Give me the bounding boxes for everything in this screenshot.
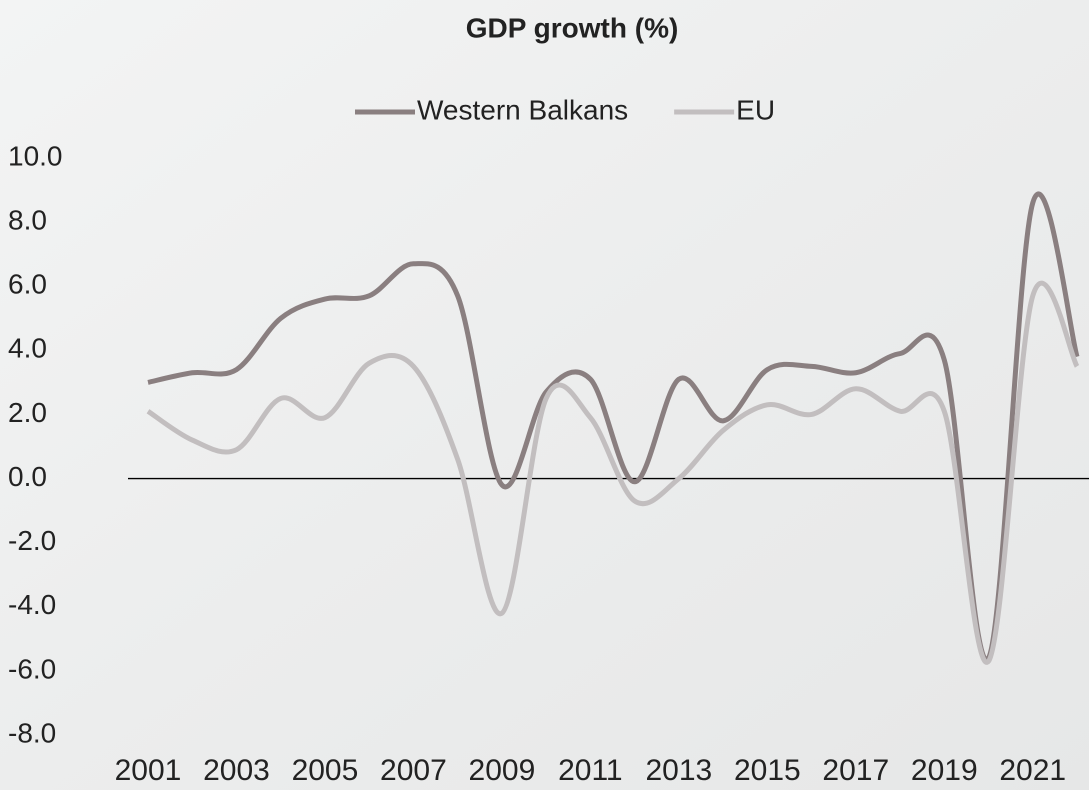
- x-tick-label: 2021: [999, 754, 1066, 787]
- y-tick-label: 0.0: [8, 461, 47, 492]
- x-tick-label: 2019: [911, 754, 978, 787]
- x-tick-label: 2017: [822, 754, 889, 787]
- x-tick-label: 2013: [645, 754, 712, 787]
- x-tick-label: 2009: [469, 754, 536, 787]
- chart-title: GDP growth (%): [466, 12, 679, 43]
- x-tick-label: 2001: [115, 754, 182, 787]
- x-tick-label: 2007: [380, 754, 447, 787]
- legend-label: Western Balkans: [417, 94, 628, 125]
- y-tick-label: 2.0: [8, 397, 47, 428]
- y-tick-label: 6.0: [8, 269, 47, 300]
- y-tick-label: -8.0: [8, 717, 56, 748]
- series-line: [146, 280, 1080, 665]
- y-tick-label: 4.0: [8, 333, 47, 364]
- y-tick-label: -6.0: [8, 653, 56, 684]
- x-tick-label: 2003: [203, 754, 270, 787]
- legend-label: EU: [736, 94, 775, 125]
- y-tick-label: -4.0: [8, 589, 56, 620]
- x-tick-label: 2005: [292, 754, 359, 787]
- y-tick-label: 8.0: [8, 205, 47, 236]
- y-tick-label: 10.0: [8, 140, 63, 171]
- y-tick-label: -2.0: [8, 525, 56, 556]
- x-tick-label: 2011: [558, 754, 623, 787]
- x-tick-label: 2015: [734, 754, 801, 787]
